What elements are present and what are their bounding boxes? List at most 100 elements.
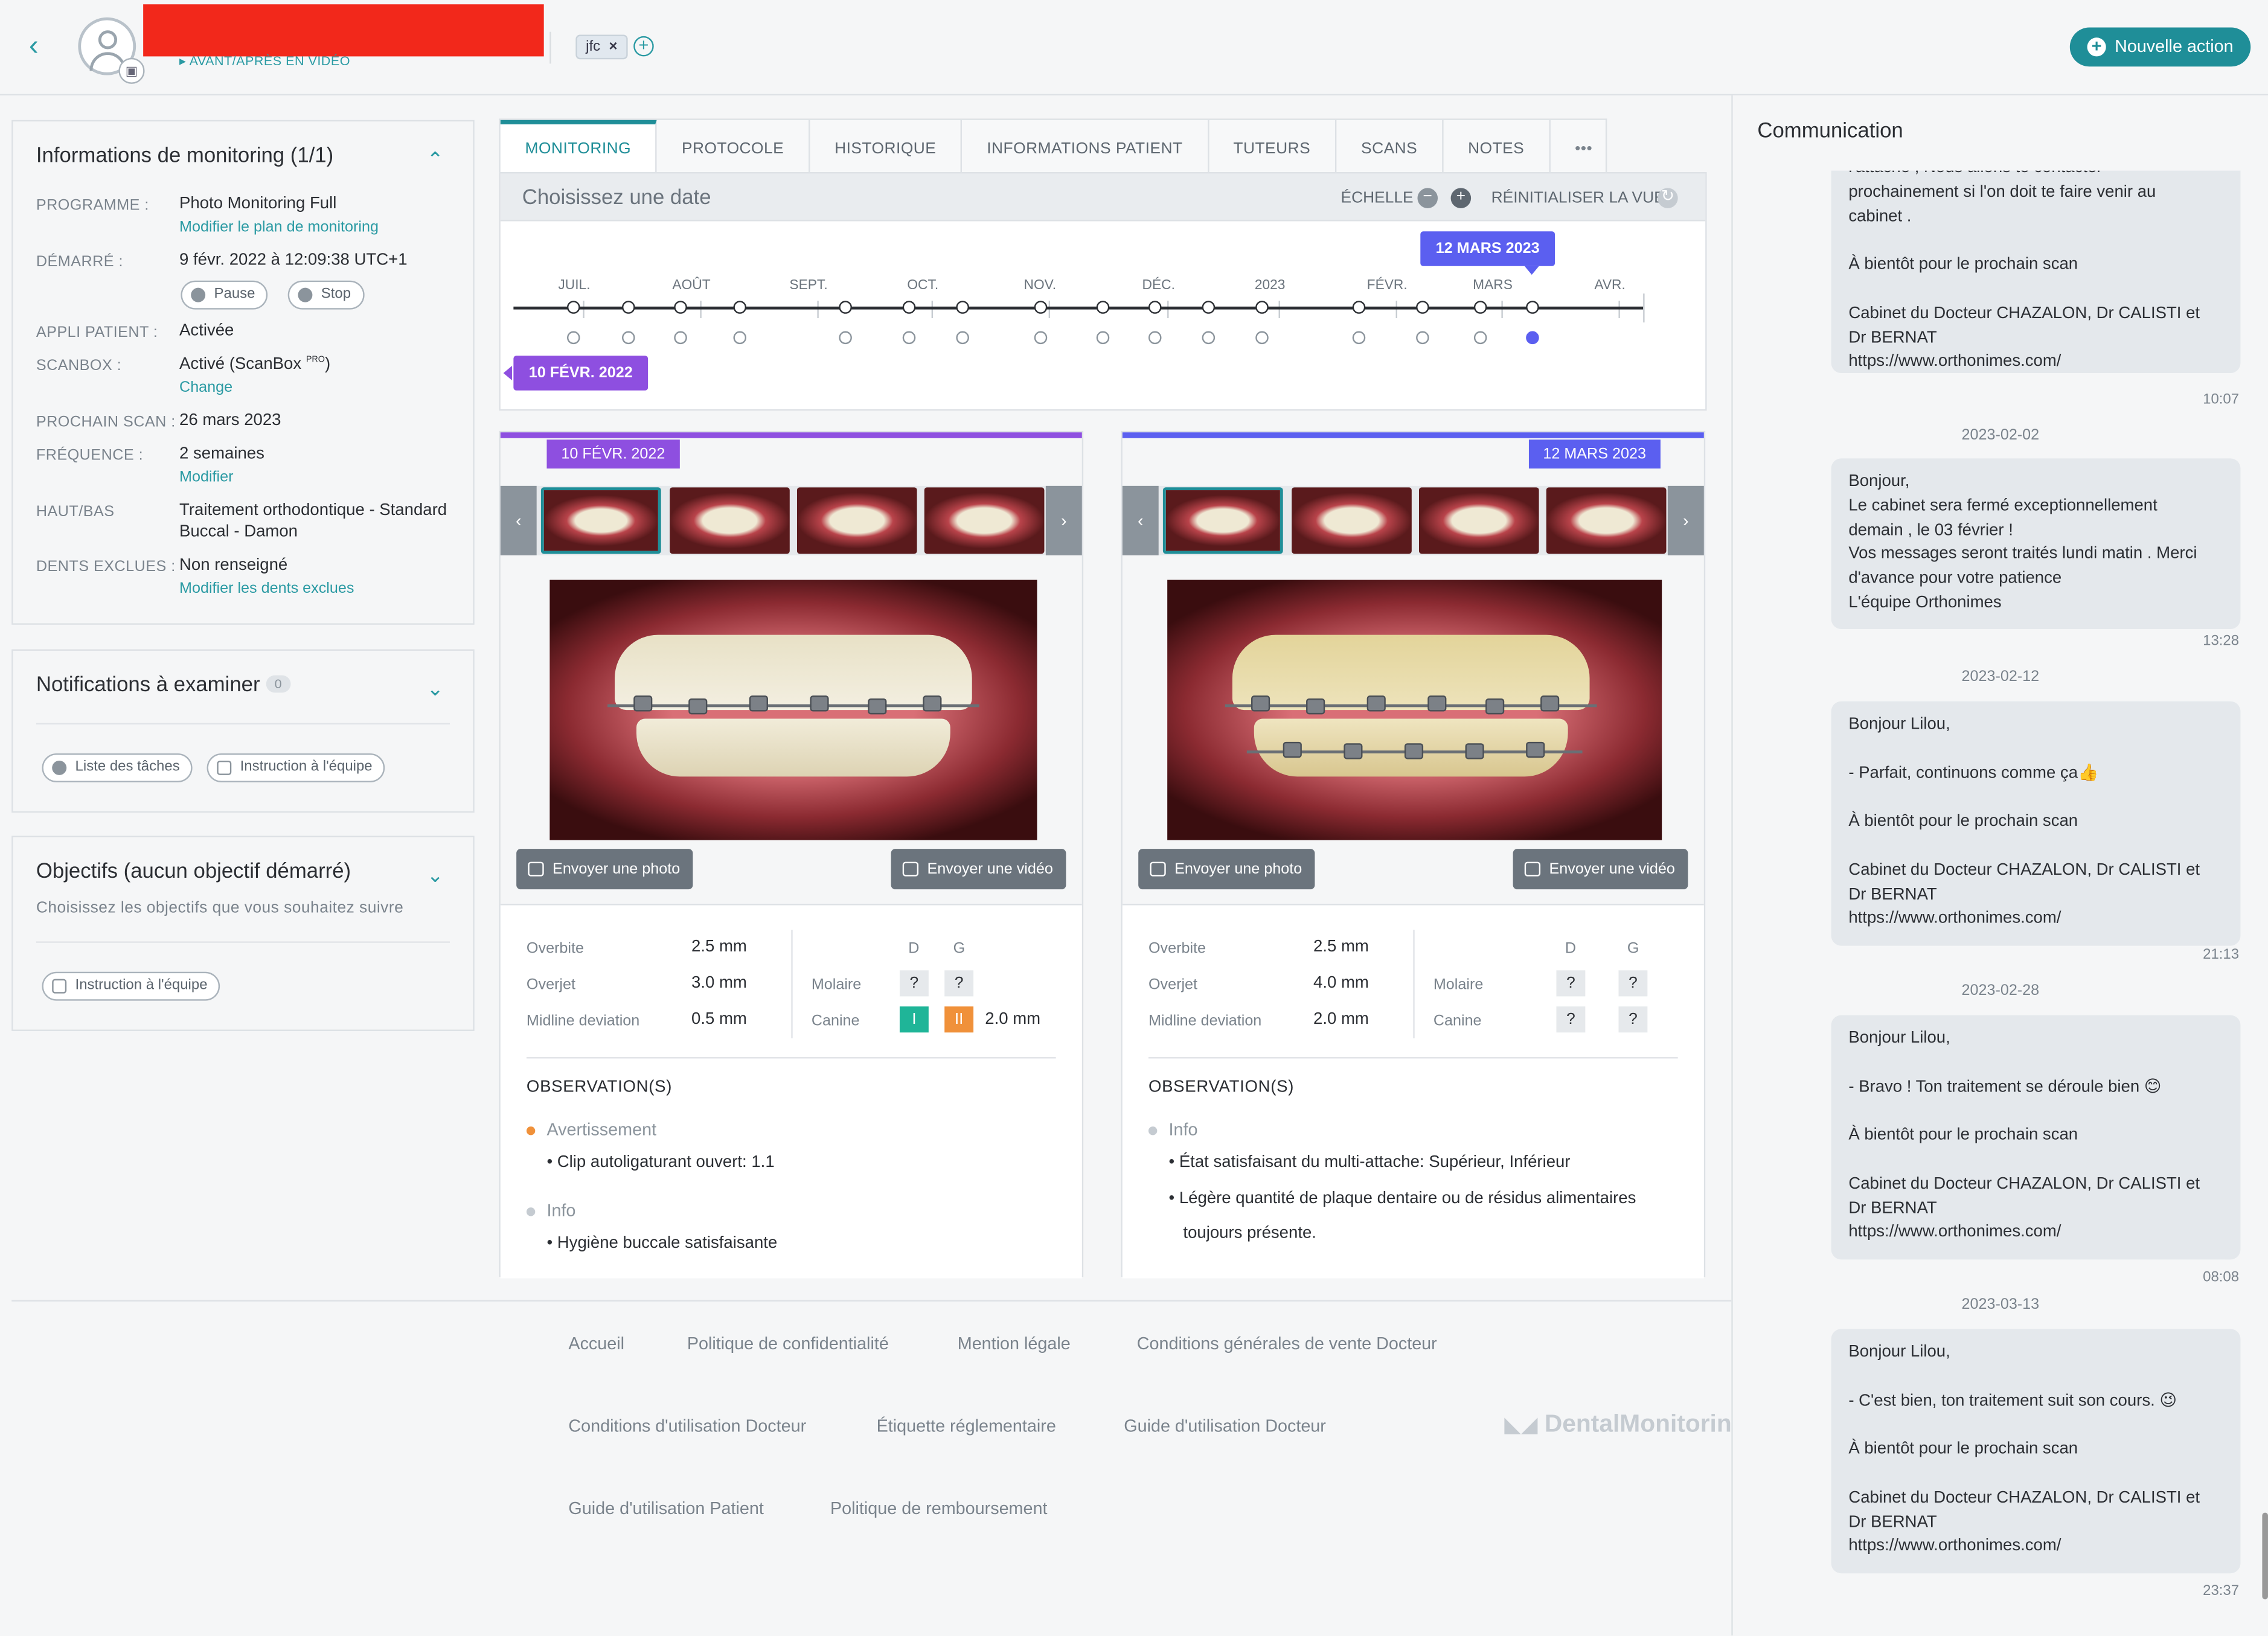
timeline-scan-point[interactable]	[622, 301, 635, 314]
thumbnail[interactable]	[1418, 487, 1539, 554]
tab-notes[interactable]: NOTES	[1443, 120, 1551, 174]
timeline-scan-point[interactable]	[674, 301, 687, 314]
next-thumbnail-icon[interactable]: ›	[1667, 485, 1704, 555]
footer-link-patient-guide[interactable]: Guide d'utilisation Patient	[568, 1498, 764, 1519]
before-after-video-link[interactable]: ▸ AVANT/APRÈS EN VIDÉO	[179, 53, 350, 68]
tab-historique[interactable]: HISTORIQUE	[810, 120, 963, 174]
zoom-out-icon[interactable]: −	[1417, 188, 1438, 208]
reset-view-button[interactable]: RÉINITIALISER LA VUE	[1491, 189, 1665, 207]
timeline-scan-point[interactable]	[1526, 301, 1539, 314]
modify-plan-link[interactable]: Modifier le plan de monitoring	[179, 218, 379, 236]
timeline-scan-point[interactable]	[1416, 301, 1429, 314]
footer-link-privacy[interactable]: Politique de confidentialité	[687, 1333, 889, 1354]
timeline-scan-point[interactable]	[1202, 301, 1216, 314]
dental-photo[interactable]	[1167, 580, 1662, 840]
footer-link-refund[interactable]: Politique de remboursement	[830, 1498, 1048, 1519]
stop-button[interactable]: Stop	[287, 280, 364, 310]
timeline-scan-point[interactable]	[839, 301, 852, 314]
footer-link-home[interactable]: Accueil	[568, 1333, 625, 1354]
send-photo-button[interactable]: Envoyer une photo	[1138, 849, 1315, 890]
timeline-scan-marker[interactable]	[566, 331, 580, 345]
thumbnail[interactable]	[796, 487, 917, 554]
timeline-tick	[817, 301, 819, 318]
prev-thumbnail-icon[interactable]: ‹	[1122, 485, 1159, 555]
team-instruction-button[interactable]: Instruction à l'équipe	[42, 971, 221, 1001]
message-date: 2023-02-28	[1961, 982, 2040, 1000]
patient-avatar[interactable]: ▣	[78, 17, 145, 84]
timeline-scan-marker[interactable]	[1255, 331, 1269, 345]
modify-excluded-teeth-link[interactable]: Modifier les dents exclues	[179, 580, 354, 598]
team-instruction-button[interactable]: Instruction à l'équipe	[207, 753, 386, 782]
new-action-button[interactable]: + Nouvelle action	[2069, 27, 2251, 67]
more-tabs-icon[interactable]: •••	[1575, 140, 1593, 158]
timeline-scan-point[interactable]	[902, 301, 916, 314]
timeline-scan-marker[interactable]	[1352, 331, 1366, 345]
message-date: 2023-02-02	[1961, 426, 2040, 444]
pause-button[interactable]: Pause	[181, 280, 269, 310]
overbite-label: Overbite	[526, 940, 584, 957]
warning-title: Avertissement	[546, 1119, 657, 1140]
timeline-scan-point[interactable]	[1096, 301, 1110, 314]
thumbnail[interactable]	[670, 487, 790, 554]
tab-tuteurs[interactable]: TUTEURS	[1209, 120, 1337, 174]
send-video-button[interactable]: Envoyer une vidéo	[1513, 849, 1688, 890]
team-instruction-label: Instruction à l'équipe	[240, 759, 373, 775]
send-photo-button[interactable]: Envoyer une photo	[516, 849, 693, 890]
zoom-in-icon[interactable]: +	[1450, 188, 1472, 208]
timeline-scan-marker[interactable]	[1526, 331, 1539, 345]
back-arrow-icon[interactable]: ‹	[28, 30, 39, 63]
timeline-scan-marker[interactable]	[1034, 331, 1048, 345]
timeline-scan-point[interactable]	[566, 301, 580, 314]
info-title: Info	[1168, 1119, 1198, 1140]
footer-link-cgu[interactable]: Conditions d'utilisation Docteur	[568, 1416, 807, 1436]
timeline-scan-point[interactable]	[733, 301, 747, 314]
patient-tag-chip[interactable]: jfc ×	[575, 34, 628, 60]
timeline-scan-marker[interactable]	[1148, 331, 1162, 345]
timeline-scan-point[interactable]	[1473, 301, 1487, 314]
thumbnail[interactable]	[1292, 487, 1412, 554]
timeline-scan-point[interactable]	[1352, 301, 1366, 314]
timeline-scan-marker[interactable]	[839, 331, 852, 345]
timeline-scan-marker[interactable]	[1202, 331, 1216, 345]
add-tag-icon[interactable]: +	[633, 36, 654, 57]
thumbnail[interactable]	[540, 487, 661, 554]
send-video-button[interactable]: Envoyer une vidéo	[891, 849, 1066, 890]
timeline-scan-marker[interactable]	[674, 331, 687, 345]
thumbnail[interactable]	[924, 487, 1045, 554]
timeline-scan-marker[interactable]	[1473, 331, 1487, 345]
reset-icon[interactable]: ↻	[1658, 188, 1678, 208]
thumbnail[interactable]	[1162, 487, 1283, 554]
timeline-scan-marker[interactable]	[902, 331, 916, 345]
tag-remove-icon[interactable]: ×	[609, 39, 618, 56]
tab-monitoring[interactable]: MONITORING	[500, 120, 658, 174]
thumbnail[interactable]	[1546, 487, 1667, 554]
timeline-scan-marker[interactable]	[733, 331, 747, 345]
scrollbar[interactable]	[2262, 1512, 2268, 1600]
timeline-scan-marker[interactable]	[1416, 331, 1429, 345]
molar-right-value: ?	[1556, 970, 1586, 997]
tab-scans[interactable]: SCANS	[1336, 120, 1444, 174]
tab-protocole[interactable]: PROTOCOLE	[657, 120, 810, 174]
timeline-scan-point[interactable]	[1255, 301, 1269, 314]
chevron-down-icon[interactable]: ⌄	[426, 677, 444, 700]
frequency-modify-link[interactable]: Modifier	[179, 468, 234, 486]
task-list-button[interactable]: Liste des tâches	[42, 753, 193, 782]
next-thumbnail-icon[interactable]: ›	[1045, 485, 1082, 555]
footer-link-cgv[interactable]: Conditions générales de vente Docteur	[1136, 1333, 1437, 1354]
panel-accent-line	[500, 432, 1082, 438]
footer-link-label[interactable]: Étiquette réglementaire	[876, 1416, 1056, 1436]
timeline-scan-marker[interactable]	[622, 331, 635, 345]
timeline-scan-point[interactable]	[1034, 301, 1048, 314]
timeline-scan-marker[interactable]	[1096, 331, 1110, 345]
timeline-scan-point[interactable]	[956, 301, 969, 314]
prev-thumbnail-icon[interactable]: ‹	[500, 485, 537, 555]
footer-link-legal[interactable]: Mention légale	[957, 1333, 1071, 1354]
chevron-down-icon[interactable]: ⌄	[426, 863, 444, 887]
dental-photo[interactable]	[549, 580, 1037, 840]
footer-link-doctor-guide[interactable]: Guide d'utilisation Docteur	[1124, 1416, 1326, 1436]
timeline-scan-point[interactable]	[1148, 301, 1162, 314]
timeline-scan-marker[interactable]	[956, 331, 969, 345]
chevron-up-icon[interactable]: ⌃	[426, 147, 444, 171]
tab-patient-info[interactable]: INFORMATIONS PATIENT	[963, 120, 1209, 174]
scanbox-change-link[interactable]: Change	[179, 379, 233, 397]
